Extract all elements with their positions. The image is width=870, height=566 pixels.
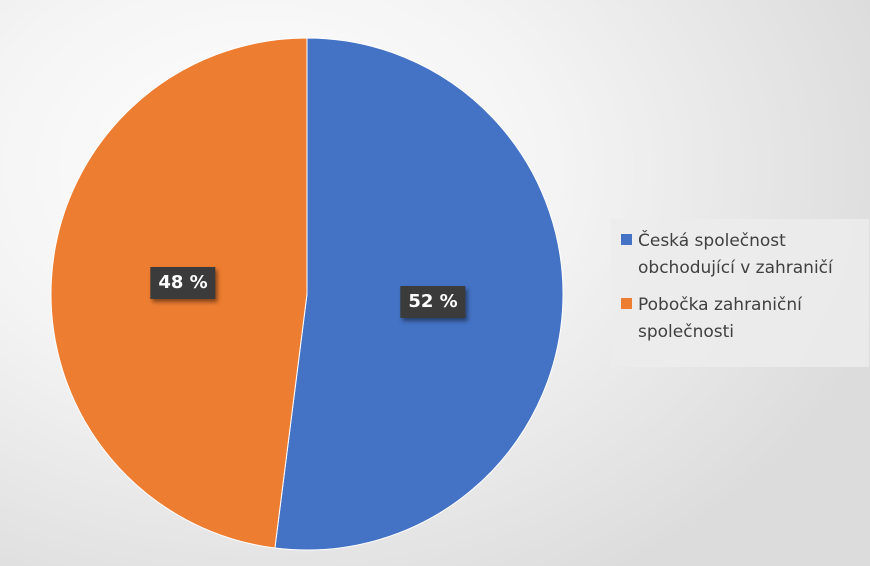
legend: Česká společnost obchodující v zahraničí… bbox=[611, 219, 869, 367]
legend-item-0: Česká společnost obchodující v zahraničí bbox=[621, 228, 861, 282]
legend-swatch-1 bbox=[621, 298, 632, 309]
legend-label-0: Česká společnost obchodující v zahraničí bbox=[638, 231, 833, 278]
legend-label-1: Pobočka zahraniční společnosti bbox=[638, 295, 802, 342]
legend-swatch-0 bbox=[621, 234, 632, 245]
legend-item-1: Pobočka zahraniční společnosti bbox=[621, 292, 861, 346]
data-label-slice-0: 52 % bbox=[400, 286, 466, 318]
data-label-slice-1: 48 % bbox=[150, 267, 216, 299]
